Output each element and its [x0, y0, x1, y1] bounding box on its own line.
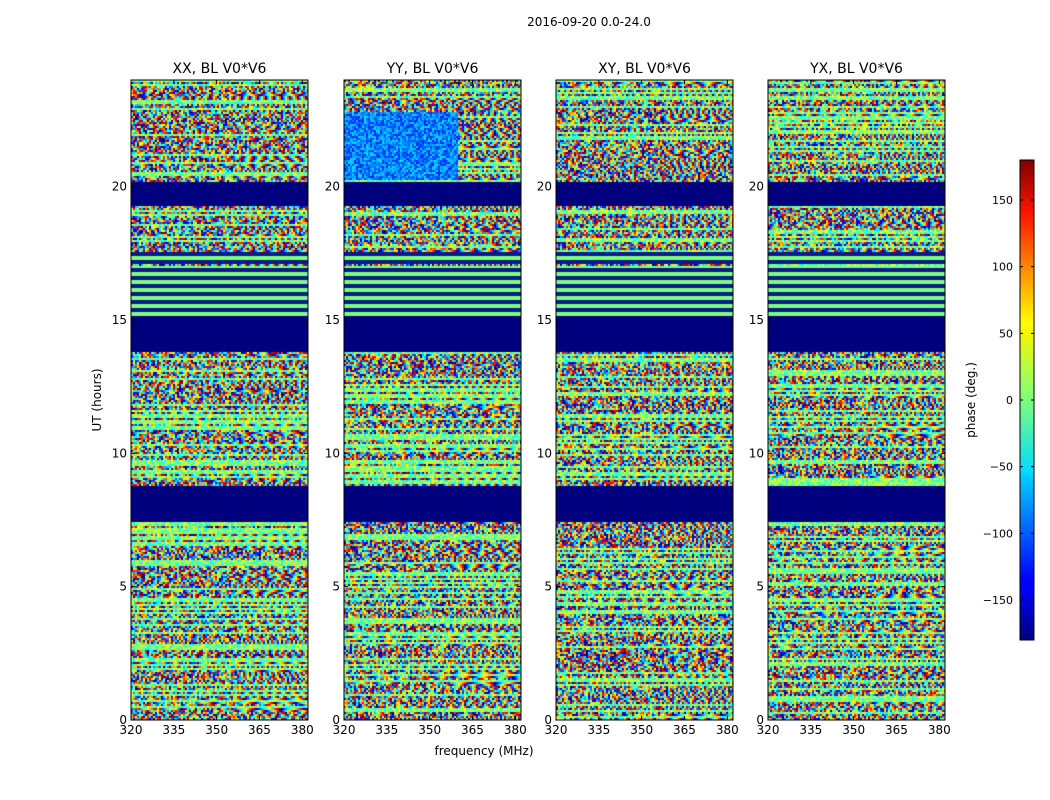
phase-colorbar: 150 100 50 0 −50 −100 −150 phase (deg.): [964, 159, 1035, 641]
panel-frame: [343, 79, 522, 721]
y-tick-label: 10: [537, 446, 552, 460]
y-tick-label: 0: [756, 713, 764, 727]
panel-heatmap-image: [768, 80, 945, 720]
panel-heatmap-image: [556, 80, 733, 720]
colorbar-tick-label: 150: [992, 194, 1013, 207]
panel-4: YX, BL V0*V6 320 335 350 365 380 0 5 10 15 20: [749, 61, 951, 737]
colorbar-tick-label: 50: [999, 327, 1013, 340]
x-tick-label: 350: [205, 723, 228, 737]
y-tick-label: 20: [112, 180, 127, 194]
panel-title: YY, BL V0*V6: [386, 61, 479, 77]
colorbar-tick-label: −50: [990, 461, 1013, 474]
panel-frame: [130, 79, 309, 721]
x-tick-label: 320: [545, 723, 568, 737]
x-tick-label: 335: [375, 723, 398, 737]
y-tick-label: 0: [544, 713, 552, 727]
x-tick-label: 335: [162, 723, 185, 737]
colorbar-tick-label: 0: [1006, 394, 1013, 407]
panel-title: XY, BL V0*V6: [598, 61, 691, 77]
panel-frame: [555, 79, 734, 721]
x-axis-label: frequency (MHz): [434, 744, 533, 758]
figure-suptitle: 2016-09-20 0.0-24.0: [527, 15, 651, 29]
y-axis-label: UT (hours): [90, 368, 104, 431]
y-tick-label: 15: [537, 313, 552, 327]
y-tick-label: 20: [325, 180, 340, 194]
y-tick-label: 0: [119, 713, 127, 727]
x-tick-label: 350: [630, 723, 653, 737]
y-tick-label: 10: [112, 446, 127, 460]
colorbar-tick-label: −100: [983, 527, 1013, 540]
y-tick-label: 5: [756, 580, 764, 594]
y-tick-label: 20: [749, 180, 764, 194]
colorbar-label: phase (deg.): [964, 362, 978, 438]
panel-2: YY, BL V0*V6 320 335 350 365 380 0 5 10 15 20: [325, 61, 527, 737]
x-tick-label: 380: [504, 723, 527, 737]
x-tick-label: 365: [248, 723, 271, 737]
colorbar-tick-label: −150: [983, 594, 1013, 607]
y-tick-label: 5: [544, 580, 552, 594]
x-tick-label: 350: [418, 723, 441, 737]
y-tick-label: 0: [332, 713, 340, 727]
x-tick-label: 320: [757, 723, 780, 737]
panel-title: XX, BL V0*V6: [173, 61, 267, 77]
y-tick-label: 20: [537, 180, 552, 194]
x-tick-label: 380: [716, 723, 739, 737]
y-tick-label: 5: [119, 580, 127, 594]
y-tick-label: 5: [332, 580, 340, 594]
x-tick-label: 320: [120, 723, 143, 737]
panel-title: YX, BL V0*V6: [809, 61, 903, 77]
x-tick-label: 320: [333, 723, 356, 737]
x-tick-label: 365: [461, 723, 484, 737]
panel-heatmap-image: [344, 80, 521, 720]
x-tick-label: 365: [673, 723, 696, 737]
y-tick-label: 15: [325, 313, 340, 327]
panel-1: XX, BL V0*V6 320 335 350 365 380 0 5 10 15 20: [112, 61, 314, 737]
x-tick-label: 380: [291, 723, 314, 737]
colorbar-ticks: 150 100 50 0 −50 −100 −150: [983, 194, 1034, 607]
colorbar-tick-label: 100: [992, 261, 1013, 274]
y-tick-label: 15: [749, 313, 764, 327]
x-tick-label: 365: [885, 723, 908, 737]
y-tick-label: 15: [112, 313, 127, 327]
panel-heatmap-image: [131, 80, 308, 720]
y-tick-label: 10: [325, 446, 340, 460]
x-tick-label: 335: [587, 723, 610, 737]
x-tick-label: 335: [799, 723, 822, 737]
y-tick-label: 10: [749, 446, 764, 460]
panel-frame: [767, 79, 946, 721]
x-tick-label: 380: [928, 723, 951, 737]
panel-3: XY, BL V0*V6 320 335 350 365 380 0 5 10 15 20: [537, 61, 739, 737]
x-tick-label: 350: [842, 723, 865, 737]
